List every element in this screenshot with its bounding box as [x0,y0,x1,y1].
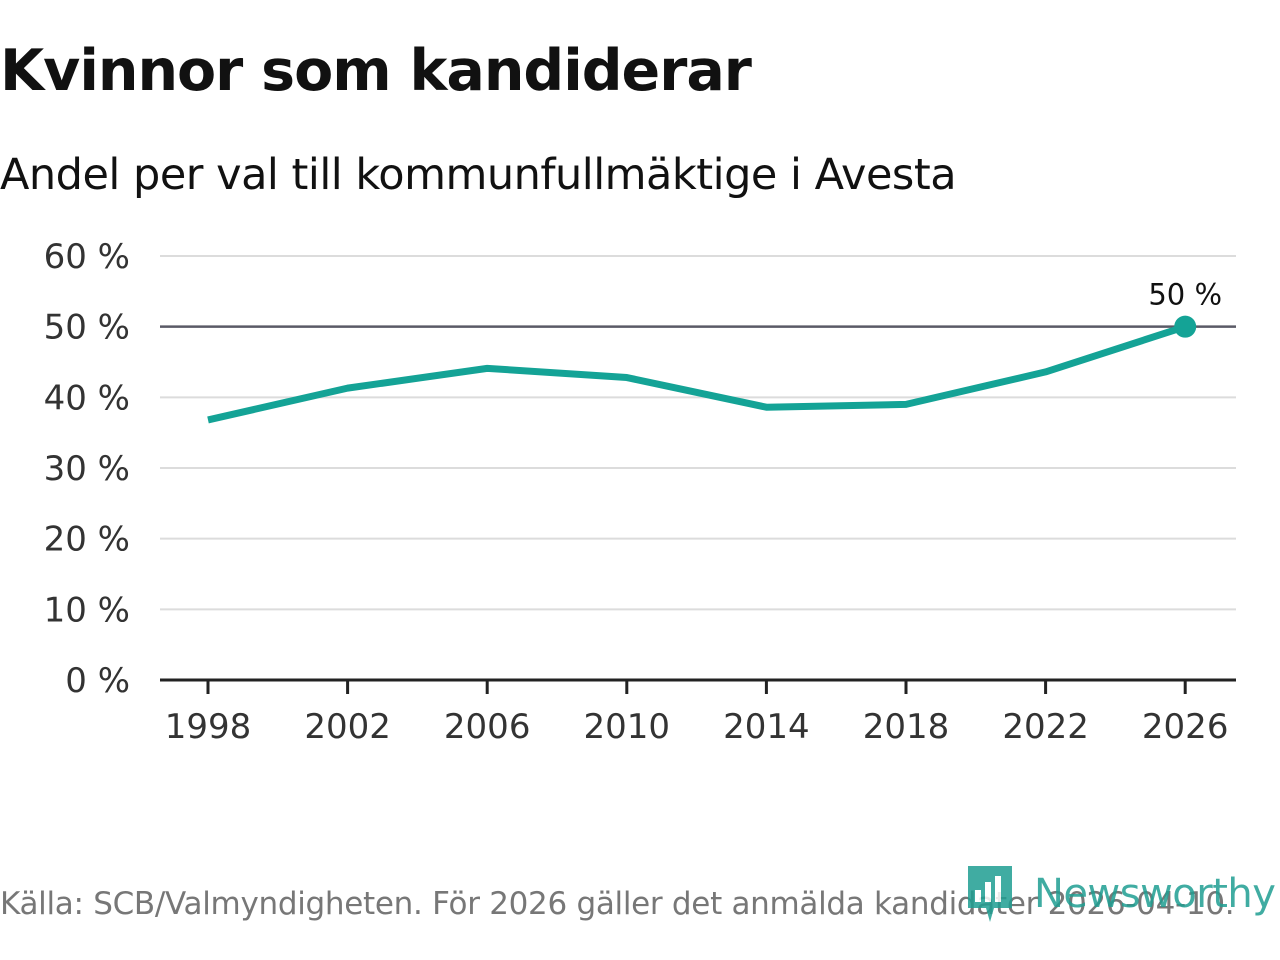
series-line [207,323,1187,424]
y-tick-label: 20 % [44,520,130,560]
series-group: 50 % [207,278,1222,424]
x-tick-label: 2002 [304,707,391,747]
chart-title: Kvinnor som kandiderar [0,38,752,104]
chart-subtitle: Andel per val till kommunfullmäktige i A… [0,150,957,200]
x-tick-label: 1998 [165,707,252,747]
logo-text: Newsworthy [1034,871,1276,917]
y-tick-label: 60 % [44,237,130,277]
x-tick-label: 2022 [1002,707,1089,747]
x-axis-labels: 1998 2002 2006 2010 2014 2018 2022 2026 [165,707,1229,747]
gridlines [160,255,1236,611]
source-note: Källa: SCB/Valmyndigheten. För 2026 gäll… [0,886,1235,922]
x-tick-label: 2006 [444,707,531,747]
x-tick-label: 2014 [723,707,810,747]
x-axis [160,678,1236,694]
highlight-data-label: 50 % [1148,278,1222,312]
y-tick-label: 40 % [44,378,130,418]
newsworthy-logo: Newsworthy [964,864,1276,924]
y-axis-labels: 0 % 10 % 20 % 30 % 40 % 50 % 60 % [44,237,130,701]
y-tick-label: 30 % [44,449,130,489]
x-tick-label: 2010 [584,707,671,747]
y-tick-label: 10 % [44,590,130,630]
bar-chart-doc-icon [968,866,1012,922]
highlight-point [1174,315,1197,338]
y-tick-label: 0 % [65,661,130,701]
x-tick-label: 2026 [1142,707,1229,747]
y-tick-label: 50 % [44,308,130,348]
x-tick-label: 2018 [863,707,950,747]
